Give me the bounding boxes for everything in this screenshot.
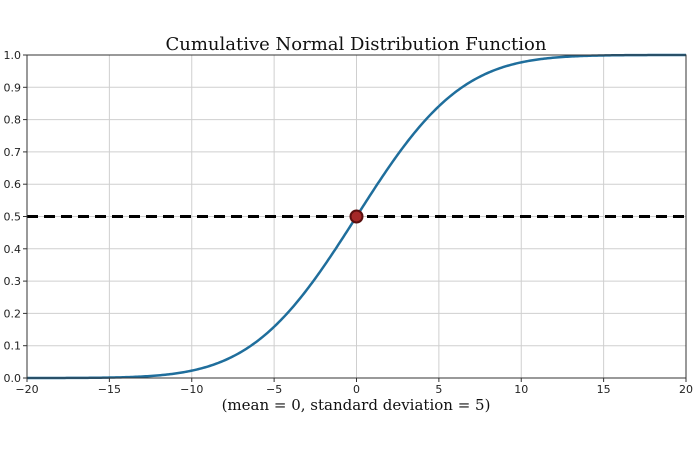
x-tick-label: −5	[266, 383, 282, 396]
x-tick-label: 20	[679, 383, 693, 396]
y-tick-label: 0.6	[4, 178, 22, 191]
x-tick-label: −10	[180, 383, 203, 396]
x-tick-label: −15	[98, 383, 121, 396]
x-tick-label: 0	[353, 383, 360, 396]
y-tick-label: 0.9	[4, 81, 22, 94]
x-tick-label: 15	[597, 383, 611, 396]
y-tick-label: 0.2	[4, 307, 22, 320]
x-tick-label: 10	[514, 383, 528, 396]
y-tick-label: 0.3	[4, 275, 22, 288]
y-tick-label: 1.0	[4, 49, 22, 62]
y-tick-label: 0.7	[4, 146, 22, 159]
x-tick-label: 5	[435, 383, 442, 396]
x-axis-label: (mean = 0, standard deviation = 5)	[222, 396, 491, 414]
x-tick-label: −20	[15, 383, 38, 396]
y-tick-label: 0.1	[4, 340, 22, 353]
y-tick-label: 0.8	[4, 114, 22, 127]
x-axis: −20 −15 −10 −5 0 5 10 15 20	[15, 378, 693, 396]
y-tick-label: 0.4	[4, 243, 22, 256]
marker-layer	[349, 209, 364, 224]
grid	[26, 54, 687, 379]
y-tick-label: 0.5	[4, 211, 22, 224]
y-axis: 0.0 0.1 0.2 0.3 0.4 0.5 0.6 0.7 0.8 0.9 1.0	[4, 49, 27, 385]
chart-title: Cumulative Normal Distribution Function	[166, 34, 547, 55]
mean-marker-point	[349, 209, 364, 224]
y-tick-label: 0.0	[4, 372, 22, 385]
